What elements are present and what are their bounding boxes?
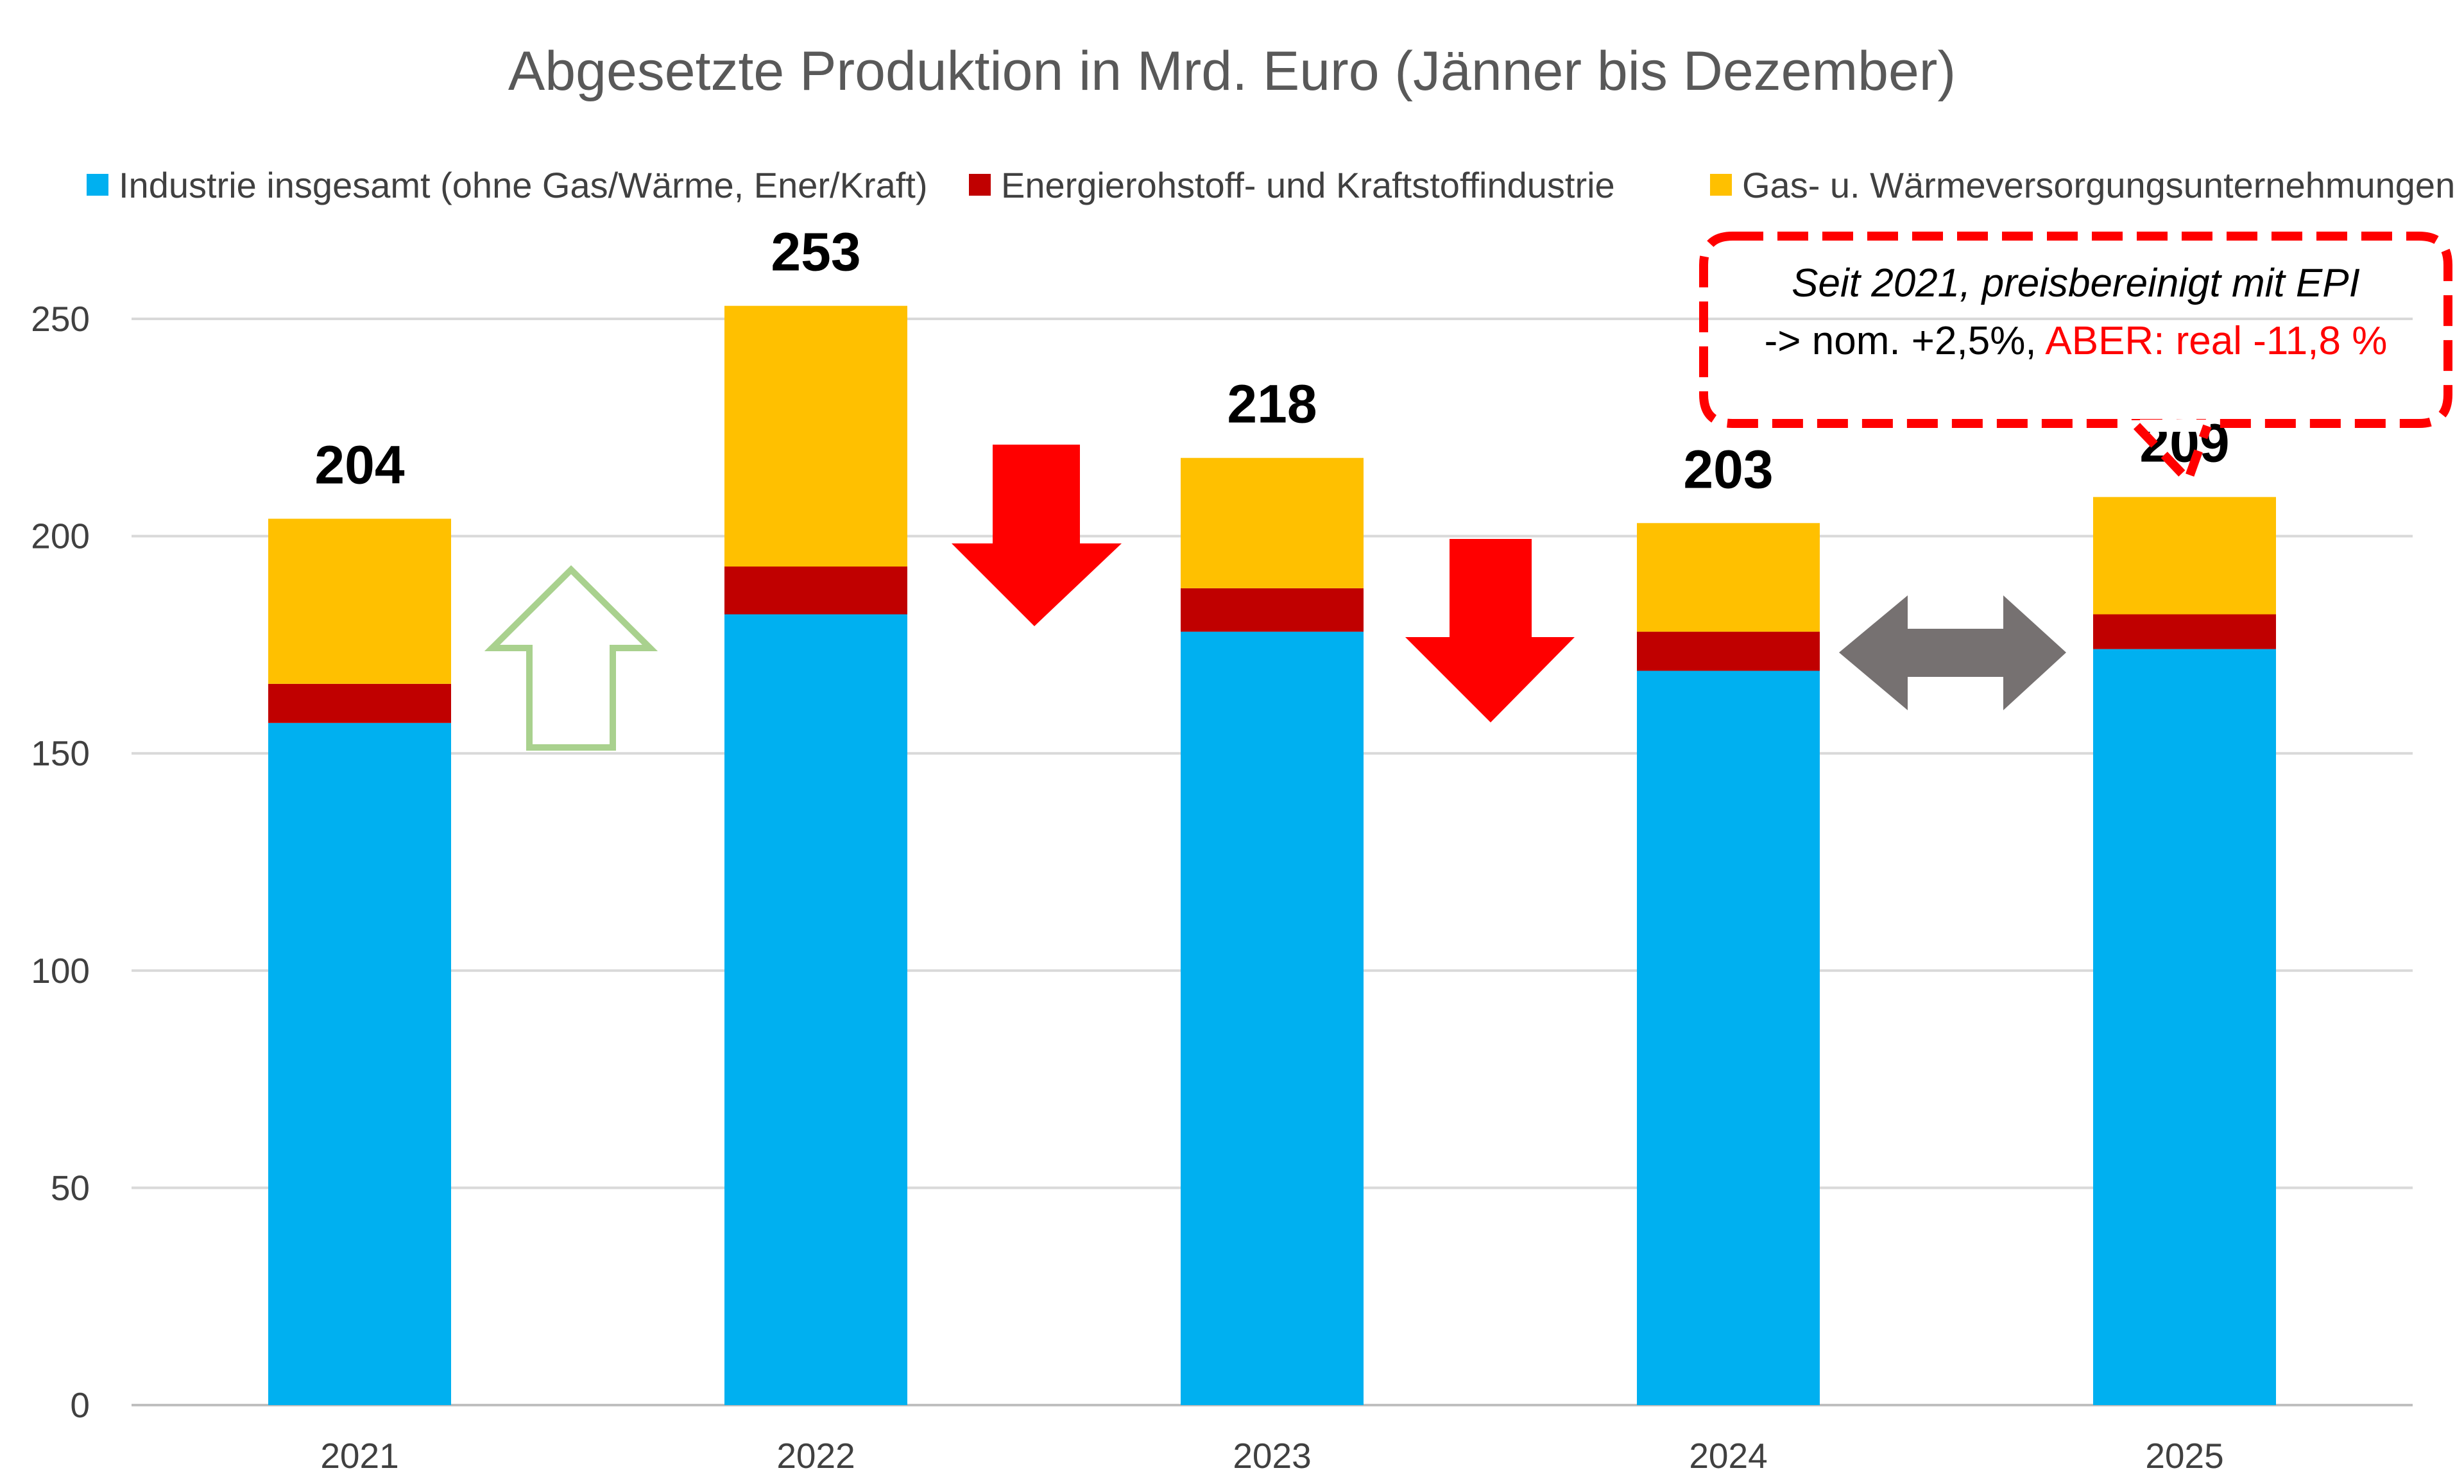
y-tick-label: 250 [31,299,90,339]
x-tick-label: 2021 [320,1436,398,1476]
trend-arrows [484,445,2066,751]
callout: Seit 2021, preisbereinigt mit EPI -> nom… [1699,232,2452,489]
callout-line2: -> nom. +2,5%, ABER: real -11,8 % [1765,319,2388,363]
legend-item: Gas- u. Wärmeversorgungsunternehmungen [1710,165,2455,205]
down-arrow-icon [1405,539,1575,722]
bar-segment [1181,457,1364,588]
bar-segment [1637,523,1820,632]
legend-label: Industrie insgesamt (ohne Gas/Wärme, Ene… [119,165,928,205]
x-tick-label: 2024 [1689,1436,1767,1476]
legend-label: Energierohstoff- und Kraftstoffindustrie [1001,165,1615,205]
legend-label: Gas- u. Wärmeversorgungsunternehmungen [1742,165,2455,205]
down-arrow-icon [952,445,1122,626]
y-tick-label: 50 [51,1168,90,1207]
bar-segment [268,722,451,1405]
bar-segment [1637,670,1820,1405]
y-tick-label: 200 [31,516,90,556]
bar-segment [1181,588,1364,632]
bar-segment [2093,614,2276,649]
bars [268,305,2276,1405]
total-label: 218 [1227,374,1317,434]
legend-swatch [1710,174,1732,196]
y-tick-label: 100 [31,951,90,991]
bar-segment [1637,631,1820,671]
bar-segment [724,567,907,615]
y-tick-label: 0 [70,1385,90,1425]
x-tick-label: 2025 [2145,1436,2223,1476]
legend-item: Energierohstoff- und Kraftstoffindustrie [969,165,1615,205]
callout-line2-real: ABER: real -11,8 % [2045,319,2387,363]
bar-segment [268,518,451,684]
callout-line1: Seit 2021, preisbereinigt mit EPI [1792,261,2360,305]
bar-segment [2093,497,2276,615]
y-tick-label: 150 [31,733,90,773]
chart-title: Abgesetzte Produktion in Mrd. Euro (Jänn… [508,40,1956,102]
x-axis: 2021 2022 2023 2024 2025 [320,1436,2223,1476]
callout-pointer-tail-final [2133,423,2212,489]
bar-segment [2093,649,2276,1405]
bar-segment [724,305,907,567]
callout-line2-nominal: -> nom. +2,5%, [1765,319,2046,363]
total-label: 204 [314,435,404,495]
legend-swatch [969,174,991,196]
legend: Industrie insgesamt (ohne Gas/Wärme, Ene… [87,165,2455,205]
up-arrow-icon [484,565,658,751]
bar-segment [1181,631,1364,1405]
x-tick-label: 2022 [776,1436,855,1476]
x-tick-label: 2023 [1233,1436,1311,1476]
y-axis: 0 50 100 150 200 250 [31,299,90,1425]
legend-swatch [87,174,108,196]
bar-segment [268,683,451,723]
bar-segment [724,614,907,1405]
total-label: 203 [1683,439,1773,499]
legend-item: Industrie insgesamt (ohne Gas/Wärme, Ene… [87,165,928,205]
double-arrow-icon [1839,595,2066,710]
total-label: 253 [771,222,860,282]
